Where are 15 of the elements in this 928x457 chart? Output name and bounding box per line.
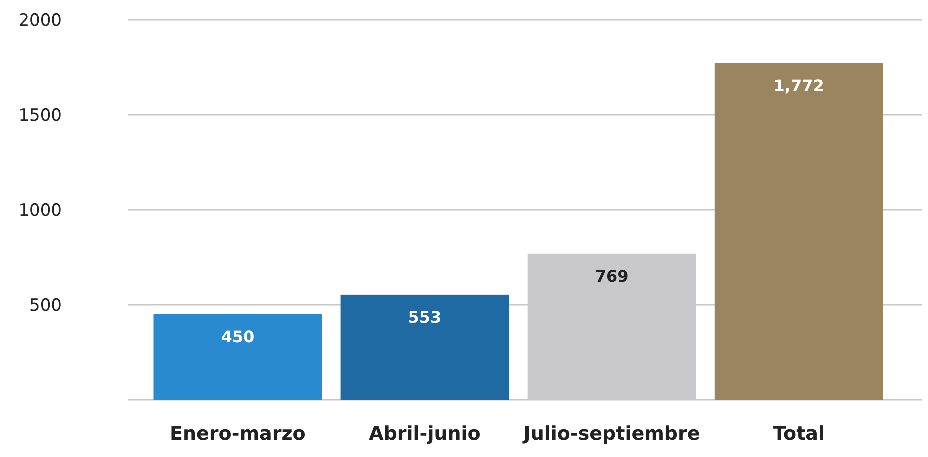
data-label: 1,772 xyxy=(774,76,824,96)
y-tick-label: 1000 xyxy=(18,200,62,221)
y-tick-label: 1500 xyxy=(18,106,62,126)
x-tick-label: Abril-junio xyxy=(369,423,481,445)
y-tick-label: 500 xyxy=(30,296,62,316)
data-label: 450 xyxy=(221,328,255,346)
x-tick-label: Julio-septiembre xyxy=(522,423,700,445)
data-label: 553 xyxy=(408,308,442,327)
y-tick-label: 2000 xyxy=(18,10,62,31)
data-label: 769 xyxy=(595,266,629,286)
x-tick-label: Enero-marzo xyxy=(170,423,306,445)
bar xyxy=(714,63,884,400)
bar xyxy=(154,314,322,400)
x-tick-label: Total xyxy=(773,423,826,445)
bar xyxy=(340,294,510,400)
